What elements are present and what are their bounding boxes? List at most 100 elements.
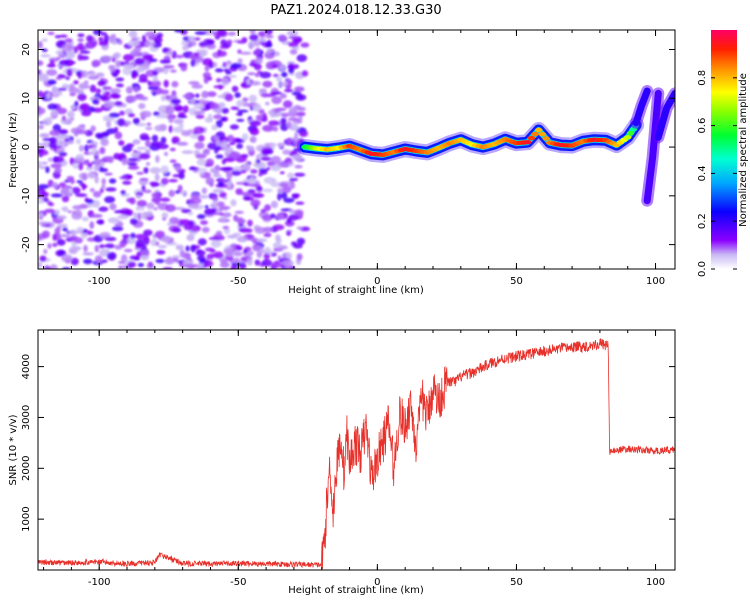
noise-speckle [67,210,72,214]
noise-speckle [212,114,223,120]
noise-speckle [108,65,116,72]
noise-speckle [75,193,88,198]
noise-speckle [233,251,243,257]
noise-speckle [234,210,244,214]
noise-speckle [70,257,79,266]
noise-speckle [92,99,99,105]
snr-x-tick-label: -100 [88,577,111,588]
noise-speckle [272,242,282,249]
noise-speckle [104,91,111,95]
noise-speckle [82,216,89,222]
ridge-core-point [542,136,550,141]
noise-speckle [236,236,248,243]
noise-speckle [143,167,149,174]
noise-speckle [56,215,67,220]
noise-speckle [125,95,137,103]
noise-speckle [61,254,73,263]
noise-speckle [288,214,299,221]
noise-speckle [178,123,184,128]
noise-speckle [132,117,140,125]
noise-speckle [229,124,239,130]
noise-speckle [122,234,130,239]
noise-speckle [134,234,146,239]
noise-speckle [38,213,44,217]
noise-speckle [168,125,173,133]
noise-speckle [56,92,63,96]
noise-speckle [123,123,129,127]
noise-speckle [38,160,43,168]
noise-speckle [218,102,226,108]
noise-speckle [194,93,200,98]
noise-speckle [56,239,66,246]
spectrogram-x-tick-label: -50 [230,276,246,287]
noise-speckle [137,96,149,101]
noise-speckle [74,209,83,217]
noise-speckle [180,63,188,72]
noise-speckle [130,152,140,158]
snr-y-tick-label: 4000 [21,354,32,379]
noise-speckle [129,255,139,260]
colorbar-tick-label: 0.4 [697,165,708,181]
noise-speckle [205,102,213,110]
noise-speckle [41,161,48,165]
spectrogram-x-tick-label: 50 [510,276,523,287]
noise-speckle [106,252,117,260]
noise-speckle [122,54,135,62]
noise-speckle [277,82,288,87]
noise-speckle [82,184,88,189]
noise-speckle [252,49,261,56]
noise-speckle [100,32,107,36]
noise-speckle [221,140,229,149]
noise-speckle [115,83,124,88]
noise-speckle [87,162,93,168]
noise-speckle [136,171,144,175]
noise-speckle [163,79,169,88]
noise-speckle [243,162,250,171]
noise-speckle [38,233,43,241]
noise-speckle [175,190,181,194]
noise-speckle [193,103,205,110]
noise-speckle [216,201,225,207]
noise-speckle [210,167,217,174]
noise-speckle [99,166,104,170]
noise-speckle [98,132,111,136]
colorbar-tick-label: 0.8 [697,70,708,86]
noise-speckle [107,156,114,164]
noise-speckle [93,158,102,166]
noise-speckle [182,105,189,113]
noise-speckle [212,31,218,36]
noise-speckle [204,260,214,268]
noise-speckle [234,244,242,249]
noise-speckle [40,54,51,58]
noise-speckle [218,216,228,222]
snr-x-tick-label: -50 [230,577,246,588]
noise-speckle [109,35,114,44]
noise-speckle [182,45,189,51]
noise-speckle [157,143,169,150]
noise-speckle [165,107,175,115]
noise-speckle [176,141,189,146]
noise-speckle [250,169,258,174]
snr-y-tick-label: 1000 [21,506,32,531]
ridge-core-point [527,135,536,141]
noise-speckle [241,133,249,141]
noise-speckle [140,255,149,261]
noise-speckle [127,261,136,268]
noise-speckle [101,178,106,185]
noise-speckle [81,110,92,117]
noise-speckle [248,40,255,49]
noise-speckle [151,192,160,199]
noise-speckle [224,93,234,102]
noise-speckle [65,76,70,80]
noise-speckle [47,243,52,249]
spectrogram-frame [37,29,676,270]
noise-speckle [236,118,245,122]
noise-speckle [213,136,219,141]
noise-speckle [73,80,79,85]
noise-speckle [164,257,175,265]
noise-speckle [126,237,136,245]
noise-speckle [207,142,218,150]
noise-speckle [181,208,192,214]
noise-speckle [286,30,299,37]
noise-speckle [171,136,180,144]
